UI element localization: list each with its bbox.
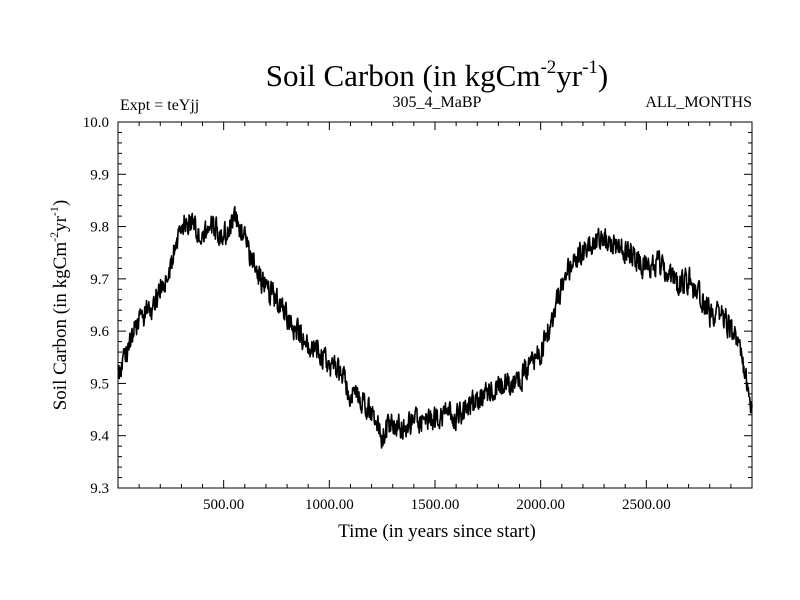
- y-tick-label-3: 9.6: [90, 324, 109, 340]
- y-axis-label-mid: yr: [50, 215, 71, 232]
- y-tick-label-5: 9.8: [90, 220, 109, 236]
- subtitle-center: 305_4_MaBP: [393, 94, 482, 111]
- x-axis-label: Time (in years since start): [338, 521, 536, 542]
- chart-title-main: Soil Carbon (in kgCm: [266, 58, 541, 93]
- series-line-soil-carbon: [117, 205, 753, 449]
- chart-title-exp1: -2: [540, 57, 556, 78]
- y-tick-label-1: 9.4: [90, 429, 109, 445]
- y-tick-label-0: 9.3: [90, 481, 109, 497]
- y-tick-label-6: 9.9: [90, 167, 109, 183]
- y-tick-label-4: 9.7: [90, 272, 109, 288]
- x-tick-label-1: 1000.00: [305, 497, 354, 513]
- y-axis-label-end: ): [50, 200, 71, 206]
- subtitle-right: ALL_MONTHS: [645, 94, 752, 111]
- chart-title-end: ): [598, 58, 608, 93]
- y-tick-label-2: 9.5: [90, 376, 109, 392]
- x-tick-label-2: 1500.00: [411, 497, 460, 513]
- plot-frame: [117, 121, 753, 489]
- y-axis-label-main: Soil Carbon (in kgCm: [50, 242, 71, 411]
- y-tick-label-7: 10.0: [83, 115, 109, 131]
- x-tick-label-0: 500.00: [203, 497, 244, 513]
- y-axis-label-exp1: -2: [47, 232, 61, 242]
- y-axis-label-exp2: -1: [47, 206, 61, 216]
- x-tick-label-4: 2500.00: [622, 497, 671, 513]
- chart-title-mid: yr: [556, 58, 583, 93]
- x-tick-label-3: 2000.00: [516, 497, 565, 513]
- chart-title-exp2: -1: [582, 57, 598, 78]
- chart-title: Soil Carbon (in kgCm-2yr-1): [266, 57, 609, 93]
- subtitle-left: Expt = teYjj: [120, 97, 199, 114]
- y-axis-label: Soil Carbon (in kgCm-2yr-1): [47, 200, 71, 411]
- plot-area: 500.00 1000.00 1500.00 2000.00 2500.00 9.3 9.4…: [83, 115, 753, 513]
